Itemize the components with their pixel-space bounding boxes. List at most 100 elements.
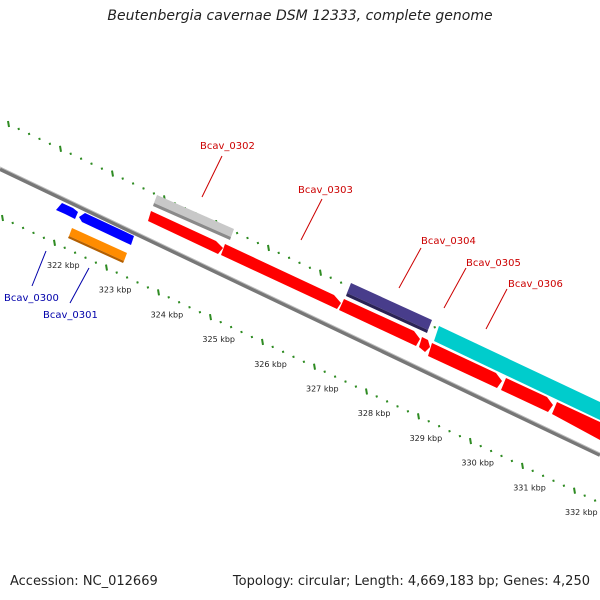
callout-line-0300 [31, 250, 47, 287]
gene-bcav-0304[interactable] [347, 283, 432, 330]
top-tick [59, 145, 62, 152]
bottom-tick [115, 271, 118, 274]
bottom-tick [333, 375, 337, 378]
top-tick [256, 241, 260, 245]
gene-bcav-0302-shade [153, 203, 231, 240]
bottom-tick [541, 474, 545, 478]
gene-bcav-0302[interactable] [154, 195, 234, 237]
bottom-tick [448, 429, 451, 433]
top-tick [131, 182, 135, 185]
bottom-tick [146, 286, 150, 289]
bottom-tick [292, 355, 295, 359]
bottom-tick [344, 380, 347, 383]
top-tick [277, 251, 280, 255]
top-tick [298, 261, 301, 265]
scale-label: 322 kbp [47, 261, 80, 270]
scale-label: 328 kbp [358, 409, 391, 418]
scale-labels: 322 kbp 323 kbp 324 kbp 325 kbp 326 kbp 327 k… [47, 261, 598, 517]
bottom-tick [32, 231, 35, 235]
callout-line-0302 [201, 155, 223, 198]
top-tick [121, 177, 124, 180]
bottom-tick [552, 479, 555, 483]
bottom-tick [458, 434, 462, 438]
callout-line-0305 [443, 267, 467, 309]
bottom-tick [396, 405, 399, 408]
top-tick [27, 132, 31, 136]
gene-bcav-0305-c[interactable] [552, 402, 600, 440]
scale-label: 323 kbp [99, 286, 132, 295]
bottom-tick [167, 296, 170, 299]
scale-label: 329 kbp [410, 434, 443, 443]
bottom-tick [531, 469, 534, 473]
gene-bcav-0301[interactable] [69, 228, 127, 261]
bottom-tick [406, 410, 410, 413]
bottom-tick [42, 236, 46, 240]
bottom-tick [323, 370, 326, 373]
top-tick [69, 152, 72, 156]
bottom-tick [209, 313, 212, 321]
bottom-tick [1, 214, 4, 222]
scale-label: 326 kbp [254, 360, 287, 369]
label-bcav-0302: Bcav_0302 [200, 141, 255, 152]
scale-label: 332 kbp [565, 508, 598, 517]
scale-label: 324 kbp [151, 310, 184, 319]
bottom-tick [11, 221, 14, 225]
bottom-tick [177, 300, 181, 304]
bottom-tick [354, 385, 358, 388]
scale-label: 327 kbp [306, 385, 339, 394]
bottom-tick [562, 484, 566, 487]
gene-bcav-0303-c[interactable] [339, 299, 420, 346]
top-tick [48, 142, 52, 146]
bottom-tick [125, 276, 129, 279]
top-tick [100, 167, 104, 170]
label-bcav-0306: Bcav_0306 [508, 279, 563, 290]
scale-label: 325 kbp [202, 335, 235, 344]
bottom-tick [417, 413, 420, 420]
bottom-tick [198, 310, 202, 314]
callout-line-0306 [485, 288, 508, 330]
gene-bcav-0305[interactable] [428, 343, 502, 388]
bottom-tick [313, 363, 316, 370]
bottom-tick [500, 454, 503, 458]
bottom-tick [105, 264, 108, 271]
callout-line-0303 [300, 198, 323, 241]
bottom-tick [84, 256, 87, 259]
top-tick [90, 162, 93, 165]
gene-bcav-0300[interactable] [56, 203, 78, 219]
gene-bcav-0300-part[interactable] [79, 213, 134, 245]
gene-bcav-0305-b[interactable] [501, 378, 553, 412]
bottom-tick [53, 239, 56, 246]
bottom-tick [21, 226, 25, 230]
bottom-tick [427, 419, 430, 423]
bottom-tick [489, 449, 493, 453]
genome-backbone-highlight [0, 166, 600, 454]
label-bcav-0300: Bcav_0300 [4, 293, 59, 304]
gene-bcav-0303-a[interactable] [148, 211, 223, 254]
bottom-tick [510, 459, 514, 463]
gene-bcav-0305-small[interactable] [419, 337, 430, 352]
bottom-tick [94, 261, 98, 264]
label-bcav-0304: Bcav_0304 [421, 236, 476, 247]
scale-label: 331 kbp [513, 483, 546, 492]
top-tick [339, 281, 343, 284]
bottom-tick [281, 350, 285, 354]
bottom-tick [229, 325, 233, 329]
top-tick [267, 244, 270, 252]
genome-backbone [0, 167, 600, 457]
bottom-tick [437, 424, 441, 428]
bottom-tick [593, 499, 597, 502]
gene-bcav-0306[interactable] [434, 326, 600, 420]
top-tick [246, 236, 249, 240]
bottom-tick [261, 338, 264, 346]
top-tick [152, 192, 156, 195]
bottom-tick [375, 395, 378, 398]
label-bcav-0305: Bcav_0305 [466, 258, 521, 269]
gene-bcav-0303-b[interactable] [221, 244, 341, 309]
top-tick [17, 127, 20, 131]
scale-label: 330 kbp [461, 459, 494, 468]
top-tick [142, 187, 145, 190]
top-tick [111, 170, 114, 177]
gene-features [56, 195, 600, 440]
bottom-tick [479, 444, 482, 448]
